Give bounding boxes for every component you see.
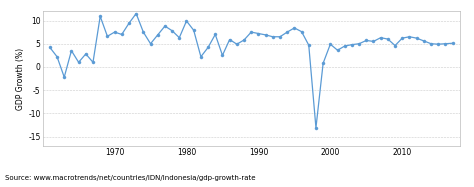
Text: Source: www.macrotrends/net/countries/IDN/Indonesia/gdp-growth-rate: Source: www.macrotrends/net/countries/ID… [5,175,255,181]
Y-axis label: GDP Growth (%): GDP Growth (%) [17,47,26,110]
